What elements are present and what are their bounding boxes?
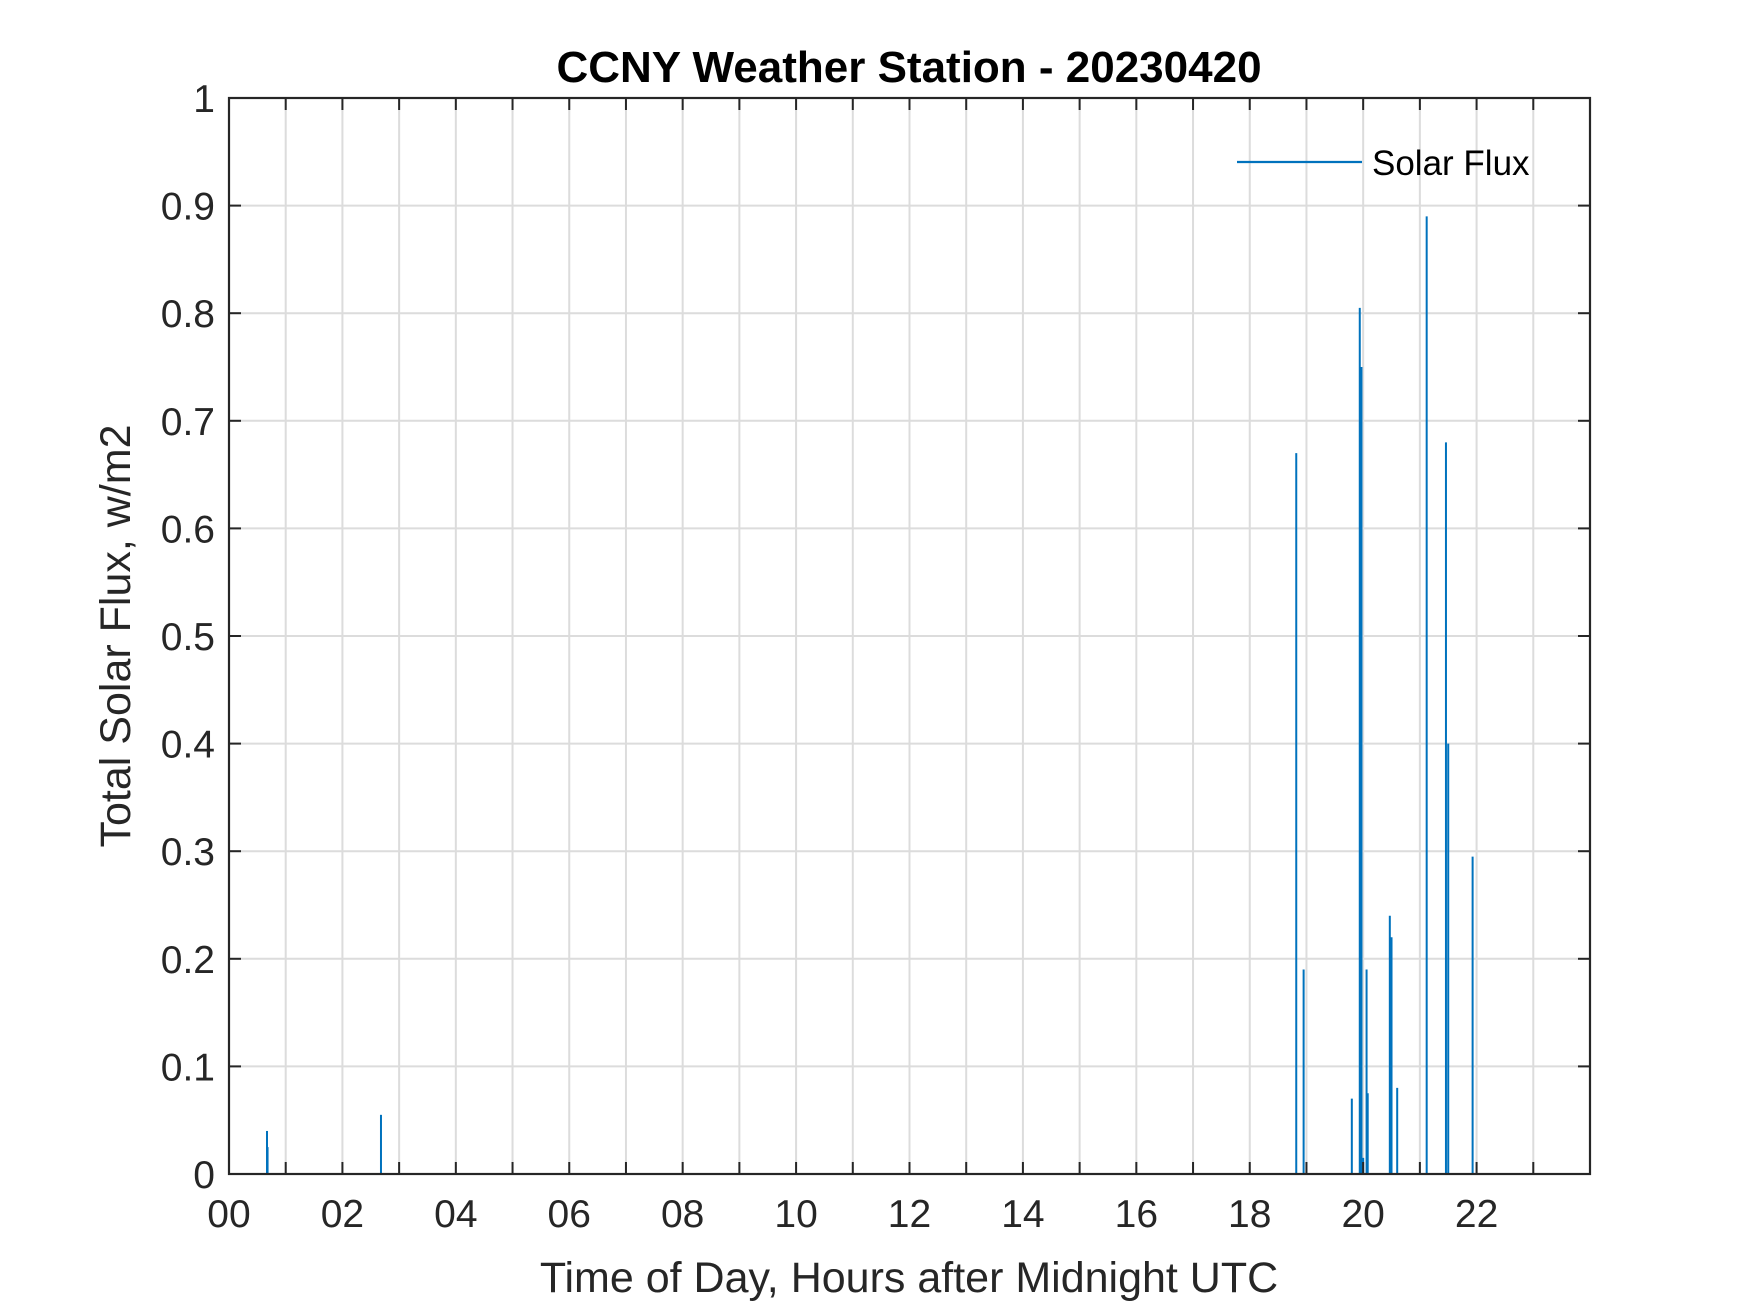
chart-title: CCNY Weather Station - 20230420 (556, 43, 1261, 92)
y-tick-label: 1 (193, 78, 215, 121)
x-tick-label: 10 (774, 1193, 817, 1236)
x-tick-label: 04 (434, 1193, 477, 1236)
y-tick-label: 0.5 (161, 616, 215, 659)
x-tick-label: 20 (1341, 1193, 1384, 1236)
x-axis-label: Time of Day, Hours after Midnight UTC (540, 1254, 1278, 1302)
x-tick-label: 02 (321, 1193, 364, 1236)
data-series-solar-flux (265, 216, 1474, 1174)
tick-labels: 00 02 04 06 08 10 12 14 16 18 20 22 0 0.1 0.2 0.3 0.4 0.5… (161, 78, 1498, 1236)
x-tick-label: 22 (1455, 1193, 1498, 1236)
y-tick-label: 0 (193, 1154, 215, 1197)
y-tick-label: 0.2 (161, 939, 215, 982)
y-tick-label: 0.4 (161, 724, 215, 767)
y-tick-label: 0.6 (161, 508, 215, 551)
y-tick-label: 0.8 (161, 293, 215, 336)
y-tick-label: 0.9 (161, 186, 215, 229)
x-tick-label: 14 (1001, 1193, 1044, 1236)
x-tick-label: 06 (548, 1193, 591, 1236)
y-tick-label: 0.3 (161, 831, 215, 874)
legend: Solar Flux (1237, 144, 1530, 183)
legend-label-solar-flux: Solar Flux (1372, 144, 1530, 183)
x-tick-label: 08 (661, 1193, 704, 1236)
y-tick-label: 0.1 (161, 1046, 215, 1089)
x-tick-label: 00 (207, 1193, 250, 1236)
x-tick-label: 18 (1228, 1193, 1271, 1236)
x-tick-label: 16 (1115, 1193, 1158, 1236)
y-tick-label: 0.7 (161, 401, 215, 444)
axis-ticks (228, 97, 1590, 1175)
x-tick-label: 12 (888, 1193, 931, 1236)
y-axis-label: Total Solar Flux, w/m2 (92, 425, 140, 848)
